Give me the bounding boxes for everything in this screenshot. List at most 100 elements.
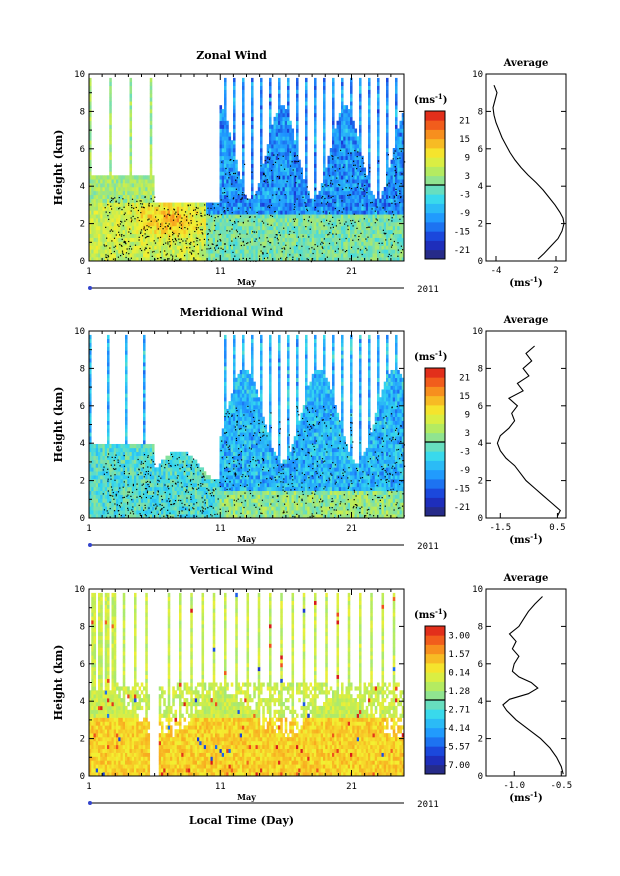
heatmap-cell [300, 183, 304, 188]
heatmap-cell [89, 206, 92, 211]
heatmap-cell [161, 202, 164, 207]
contour-dot [290, 174, 292, 177]
heatmap-cell [392, 218, 396, 223]
heatmap-cell [183, 233, 187, 238]
contour-dot [220, 247, 222, 249]
heatmap-cell [332, 210, 335, 215]
heatmap-cell [296, 148, 299, 153]
heatmap-cell [109, 233, 112, 238]
heatmap-cell [314, 81, 317, 86]
contour-dot [360, 188, 362, 190]
heatmap-cell [230, 206, 234, 211]
heatmap-cell [228, 237, 232, 242]
contour-dot [364, 173, 366, 175]
heatmap-cell [370, 249, 373, 254]
heatmap-cell [350, 233, 353, 238]
heatmap-cell [242, 128, 245, 133]
heatmap-cell [343, 257, 346, 262]
heatmap-cell [343, 245, 346, 250]
contour-dot [122, 252, 124, 254]
heatmap-cell [239, 241, 243, 246]
contour-dot [262, 253, 264, 255]
heatmap-cell [377, 214, 380, 219]
heatmap-cell [98, 198, 101, 203]
heatmap-cell [395, 198, 398, 203]
heatmap-cell [264, 198, 268, 203]
heatmap-cell [98, 498, 101, 503]
heatmap-cell [386, 116, 389, 122]
heatmap-cell [239, 225, 243, 231]
contour-dot [121, 250, 124, 252]
heatmap-cell [336, 229, 340, 235]
heatmap-cell [359, 148, 362, 153]
heatmap-cell [291, 186, 295, 192]
heatmap-cell [95, 475, 99, 480]
heatmap-cell [329, 237, 333, 242]
heatmap-cell [98, 257, 101, 262]
heatmap-cell [336, 144, 340, 149]
contour-dot [179, 258, 181, 260]
heatmap-cell [253, 225, 256, 231]
heatmap-cell [120, 218, 124, 223]
heatmap-cell [98, 241, 101, 246]
heatmap-cell [282, 109, 286, 114]
heatmap-cell [262, 218, 265, 223]
heatmap-cell [332, 237, 335, 242]
heatmap-cell [183, 245, 187, 250]
heatmap-cell [100, 218, 103, 223]
heatmap-cell [147, 198, 151, 203]
heatmap-cell [293, 253, 297, 258]
contour-dot [177, 235, 179, 237]
contour-dot [175, 240, 177, 242]
heatmap-cell [345, 218, 349, 223]
heatmap-cell [397, 183, 400, 188]
heatmap-cell [392, 253, 396, 258]
heatmap-cell [237, 202, 241, 207]
heatmap-cell [235, 167, 238, 172]
heatmap-cell [305, 225, 308, 231]
heatmap-cell [345, 253, 349, 258]
heatmap-cell [332, 179, 335, 184]
contour-dot [189, 213, 191, 215]
heatmap-cell [399, 249, 403, 254]
heatmap-cell [129, 105, 133, 110]
heatmap-cell [293, 206, 297, 211]
heatmap-cell [219, 214, 223, 219]
heatmap-cell [167, 214, 171, 219]
contour-dot [141, 220, 143, 222]
contour-dot [282, 155, 284, 157]
contour-dot [342, 166, 344, 168]
heatmap-cell [273, 140, 277, 145]
heatmap-cell [104, 222, 108, 227]
heatmap-cell [98, 249, 101, 254]
heatmap-cell [298, 171, 301, 176]
heatmap-cell [399, 155, 403, 161]
heatmap-cell [228, 167, 232, 172]
heatmap-cell [212, 257, 216, 262]
heatmap-cell [284, 194, 288, 199]
contour-dot [119, 223, 121, 225]
contour-dot [369, 167, 371, 169]
heatmap-cell [318, 202, 322, 207]
contour-dot [369, 226, 371, 228]
contour-dot [223, 187, 225, 189]
heatmap-cell [149, 175, 153, 180]
heatmap-cell [266, 249, 270, 254]
heatmap-cell [109, 136, 112, 141]
contour-dot [332, 155, 334, 158]
contour-dot [149, 247, 151, 249]
heatmap-cell [98, 482, 101, 488]
heatmap-cell [278, 148, 281, 153]
heatmap-cell [100, 229, 103, 235]
heatmap-cell [228, 151, 232, 157]
heatmap-cell [181, 218, 184, 223]
heatmap-cell [388, 183, 391, 188]
heatmap-cell [109, 89, 112, 94]
heatmap-cell [284, 253, 288, 258]
heatmap-cell [129, 151, 133, 157]
heatmap-cell [296, 97, 299, 102]
contour-dot [233, 172, 235, 175]
heatmap-cell [219, 206, 223, 211]
heatmap-cell [296, 214, 299, 219]
heatmap-cell [95, 447, 99, 453]
